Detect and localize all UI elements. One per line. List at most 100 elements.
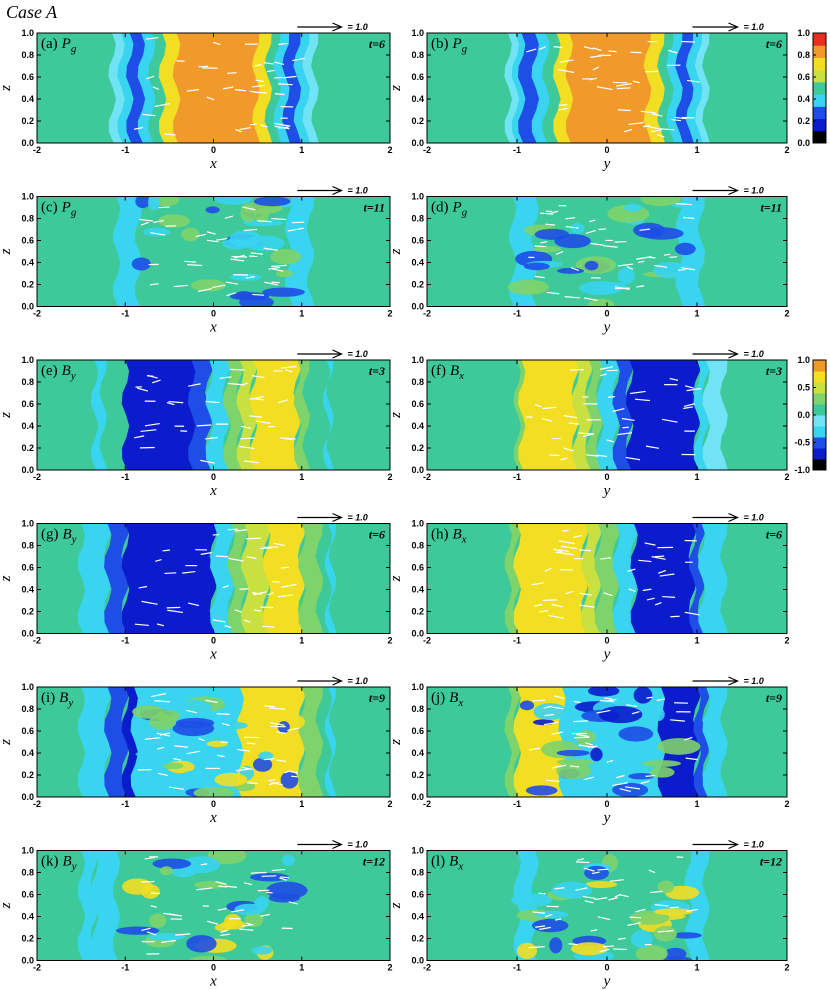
x-axis-title: x	[209, 483, 217, 499]
flow-arrow	[628, 122, 644, 126]
flow-arrow	[671, 118, 682, 122]
field-blob	[214, 196, 253, 205]
flow-arrow	[650, 890, 663, 894]
colorbar-tick-label: 1.0	[797, 355, 810, 365]
flow-arrow	[224, 215, 234, 219]
flow-arrow	[575, 887, 588, 891]
flow-arrow	[654, 264, 668, 268]
x-tick-label: 2	[784, 309, 789, 319]
field	[427, 850, 787, 961]
flow-arrow	[681, 40, 695, 43]
flow-arrow	[175, 933, 191, 936]
field-blob	[162, 774, 194, 786]
flow-arrow	[274, 122, 291, 127]
field	[37, 687, 390, 797]
flow-arrow	[140, 221, 149, 226]
field-blob	[177, 699, 213, 718]
flow-arrow	[231, 909, 245, 913]
x-tick-label: -1	[121, 309, 129, 319]
y-axis-title: z	[388, 85, 404, 92]
flow-arrow	[225, 885, 237, 888]
flow-arrow	[528, 945, 545, 949]
flow-arrow	[287, 727, 300, 732]
flow-arrow	[147, 374, 158, 379]
field-band	[322, 360, 334, 470]
flow-arrow	[570, 765, 580, 768]
flow-arrow	[612, 782, 628, 787]
field	[427, 360, 787, 470]
y-tick-label: 0.0	[411, 956, 424, 966]
flow-arrow	[224, 624, 232, 629]
flow-arrow	[164, 572, 177, 575]
field-blob	[247, 705, 279, 722]
flow-arrow	[234, 254, 245, 259]
flow-arrow	[161, 939, 176, 943]
x-tick-label: 1	[694, 145, 699, 155]
x-tick-label: 0	[211, 799, 216, 809]
flow-arrow	[141, 600, 158, 605]
flow-arrow	[615, 82, 633, 87]
flow-arrow	[542, 406, 557, 410]
field-blob	[584, 881, 618, 889]
x-tick-label: 0	[211, 472, 216, 482]
colorbar-segment	[813, 426, 826, 438]
y-tick-label: 0.8	[21, 704, 34, 714]
y-tick-label: 0.8	[21, 50, 34, 60]
flow-arrow	[617, 109, 631, 112]
flow-arrow	[598, 228, 606, 231]
flow-arrow	[608, 50, 617, 53]
flow-arrow	[532, 699, 546, 702]
flow-arrow	[614, 240, 627, 243]
flow-arrow	[534, 403, 542, 408]
flow-arrow	[540, 241, 548, 244]
colorbar-segment	[813, 459, 826, 471]
flow-arrow	[268, 779, 276, 782]
field-blob	[590, 747, 603, 762]
field-blob	[612, 782, 649, 797]
field-blob	[600, 282, 627, 291]
flow-arrow	[291, 775, 298, 778]
panel-variable: P	[61, 36, 71, 52]
field-band	[209, 523, 236, 634]
flow-arrow	[583, 46, 594, 50]
y-tick-label: 0.0	[21, 302, 34, 312]
flow-arrow	[639, 228, 650, 231]
flow-arrow	[596, 86, 613, 91]
flow-arrow	[246, 782, 258, 785]
flow-arrow	[541, 417, 553, 422]
y-tick-label: 0.6	[411, 890, 424, 900]
field-blob	[640, 196, 682, 207]
flow-arrow	[274, 93, 285, 96]
flow-arrow	[674, 116, 687, 120]
flow-arrow	[250, 871, 267, 874]
flow-arrow	[173, 284, 188, 288]
flow-arrow	[169, 786, 185, 790]
field-blob	[214, 721, 248, 730]
reference-vector-label: = 1.0	[744, 22, 764, 32]
x-tick-label: 2	[387, 145, 392, 155]
flow-arrow	[662, 595, 676, 598]
flow-arrow	[205, 400, 220, 404]
flow-arrow	[134, 435, 145, 439]
flow-arrow	[553, 695, 565, 699]
flow-arrow	[133, 126, 144, 130]
panel-subscript: x	[458, 370, 464, 382]
flow-arrow	[582, 895, 596, 900]
y-axis-title: z	[0, 85, 14, 92]
flow-arrow	[290, 771, 298, 774]
flow-arrow	[606, 439, 614, 443]
x-tick-label: 0	[211, 963, 216, 973]
flow-arrow	[226, 292, 236, 297]
y-axis-title: z	[0, 739, 14, 746]
colorbar-tick-label: 1.0	[797, 28, 810, 38]
x-tick-label: 2	[387, 309, 392, 319]
flow-arrow	[548, 614, 564, 619]
flow-arrow	[260, 913, 270, 917]
field-blob	[253, 196, 291, 207]
flow-arrow	[257, 889, 270, 892]
x-tick-label: 2	[387, 963, 392, 973]
flow-arrow	[153, 219, 164, 223]
flow-arrow	[281, 583, 297, 588]
y-tick-label: 1.0	[21, 682, 34, 692]
x-axis-title: x	[209, 810, 217, 826]
